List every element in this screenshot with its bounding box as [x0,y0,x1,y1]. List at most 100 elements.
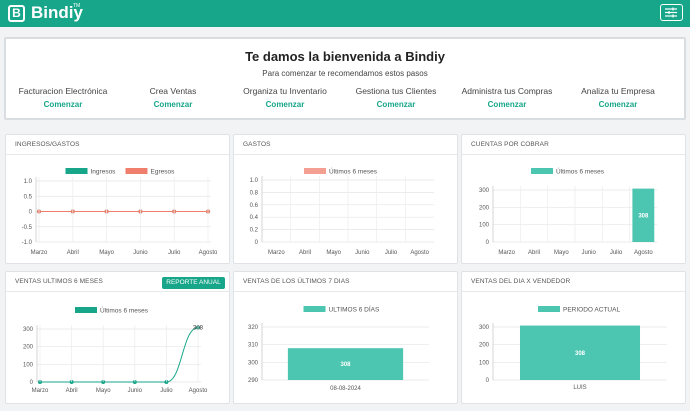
x-tick-label: Mayo [554,250,569,256]
y-tick-label: -0.5 [22,225,33,231]
y-tick-label: 200 [23,345,34,351]
step-label: Administra tus Compras [461,86,553,96]
legend-label: PERIODO ACTUAL [563,307,620,314]
y-tick-label: 100 [479,360,490,366]
card-header: VENTAS DE LOS ÚLTIMOS 7 DIAS [234,272,457,292]
x-tick-label: Agosto [199,250,218,256]
step-empresa: Analiza tu Empresa Comenzar [563,86,673,109]
legend-swatch [304,168,326,174]
data-label: 308 [638,213,649,219]
x-tick-label: Abril [299,250,311,256]
legend-label: Últimos 6 meses [100,306,149,315]
ventas-dia-vendedor-chart[interactable]: PERIODO ACTUAL 300 200 100 0 LUIS 308 [462,292,687,405]
card-header: VENTAS DEL DIA X VENDEDOR [462,272,685,292]
card-header: GASTOS [234,135,457,155]
x-tick-label: Agosto [634,250,653,256]
step-start-link[interactable]: Comenzar [598,100,638,109]
y-tick-label: 0.2 [250,228,259,234]
y-tick-label: 200 [479,343,490,349]
x-tick-label: Agosto [189,388,208,394]
y-tick-label: 300 [479,188,490,194]
y-tick-label: 1.0 [24,179,33,185]
legend-swatch [125,168,148,174]
step-start-link[interactable]: Comenzar [487,100,527,109]
legend-swatch [65,168,88,174]
card-title: VENTAS DE LOS ÚLTIMOS 7 DIAS [243,278,350,285]
y-tick-label: 0 [486,378,490,384]
top-navbar: B Bindiy TM [0,0,690,27]
legend-swatch [538,306,560,312]
y-tick-label: 290 [248,378,259,384]
x-tick-label: Junio [133,250,148,256]
y-tick-label: 300 [248,360,259,366]
card-ventas-dia-vendedor: VENTAS DEL DIA X VENDEDOR PERIODO ACTUAL… [461,271,686,404]
ventas-7-dias-chart[interactable]: ULTIMOS 6 DÍAS 320 310 300 290 08-08-2024 308 [234,292,459,405]
step-label: Gestiona tus Clientes [355,86,437,96]
card-header: CUENTAS POR COBRAR [462,135,685,155]
bar [519,325,641,380]
legend-swatch [75,307,97,313]
x-tick-label: Marzo [32,388,49,394]
x-tick-label: Mayo [99,250,114,256]
card-title: INGRESOS/GASTOS [15,141,80,148]
step-label: Organiza tu Inventario [243,86,327,96]
x-tick-label: LUIS [573,385,586,391]
y-tick-label: 320 [248,325,259,331]
welcome-title: Te damos la bienvenida a Bindiy [245,49,445,64]
y-tick-label: 0.6 [250,203,259,209]
card-ventas-6-meses: VENTAS ULTIMOS 6 MESES REPORTE ANUAL Últ… [5,271,230,404]
app-name[interactable]: Bindiy [31,3,83,22]
ingresos-gastos-chart[interactable]: Ingresos Egresos 1.0 0.5 0 -0.5 -1.0 Marzo Abril… [6,155,231,265]
step-start-link[interactable]: Comenzar [376,100,416,109]
x-tick-label: Junio [128,388,143,394]
x-tick-label: Mayo [96,388,111,394]
step-label: Facturacion Electrónica [18,86,108,96]
x-tick-label: Marzo [268,250,285,256]
y-tick-label: 0.4 [250,215,259,221]
card-title: VENTAS DEL DIA X VENDEDOR [471,278,571,285]
x-tick-label: Marzo [498,250,515,256]
card-title: VENTAS ULTIMOS 6 MESES [15,278,103,285]
x-tick-label: Junio [581,250,596,256]
x-tick-label: Marzo [31,250,48,256]
legend-swatch [303,306,326,312]
welcome-subtitle: Para comenzar te recomendamos estos paso… [262,69,428,78]
legend-swatch [531,168,553,174]
y-tick-label: 0 [29,210,33,216]
y-tick-label: 300 [23,327,34,333]
y-tick-label: 100 [23,362,34,368]
cuentas-por-cobrar-chart[interactable]: Últimos 6 meses 300 200 100 0 Marzo Abril Mayo J… [462,155,687,265]
logo-icon[interactable]: B [8,5,25,22]
step-label: Analiza tu Empresa [581,86,655,96]
data-label: 308 [575,351,586,357]
y-tick-label: 0 [255,240,259,246]
gastos-chart[interactable]: Últimos 6 meses 1.0 0.8 0.6 0.4 0.2 0 Marzo Abri… [234,155,459,265]
y-tick-label: 310 [248,343,259,349]
y-tick-label: 1.0 [250,178,259,184]
bar [287,348,404,380]
menu-toggle-button[interactable] [660,4,683,21]
x-tick-label: Julio [160,388,173,394]
y-tick-label: 100 [479,223,490,229]
x-tick-label: Abril [528,250,540,256]
y-tick-label: -1.0 [22,240,33,246]
x-tick-label: Mayo [326,250,341,256]
step-start-link[interactable]: Comenzar [43,100,83,109]
step-label: Crea Ventas [149,86,197,96]
step-start-link[interactable]: Comenzar [153,100,193,109]
card-header: INGRESOS/GASTOS [6,135,229,155]
step-ventas: Crea Ventas Comenzar [118,86,228,109]
card-cuentas-por-cobrar: CUENTAS POR COBRAR Últimos 6 meses 300 200… [461,134,686,264]
legend-label: Egresos [151,169,176,176]
series-line [40,327,199,383]
card-title: CUENTAS POR COBRAR [471,141,549,148]
x-tick-label: Junio [355,250,370,256]
annual-report-button[interactable]: REPORTE ANUAL [162,277,225,289]
legend-label: Últimos 6 meses [329,167,378,176]
ventas-6-meses-chart[interactable]: Últimos 6 meses 300 200 100 0 Marzo Abril Mayo J… [6,292,231,405]
legend-label: Últimos 6 meses [556,167,605,176]
x-tick-label: Julio [385,250,398,256]
card-header: VENTAS ULTIMOS 6 MESES REPORTE ANUAL [6,272,229,292]
step-start-link[interactable]: Comenzar [265,100,305,109]
card-title: GASTOS [243,141,271,148]
